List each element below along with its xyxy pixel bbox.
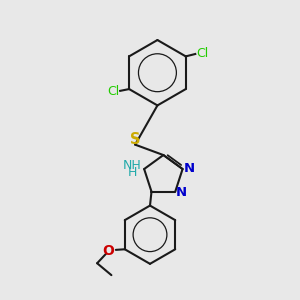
Text: H: H <box>128 166 137 179</box>
Text: N: N <box>176 186 188 199</box>
Text: N: N <box>184 162 195 175</box>
Text: O: O <box>103 244 114 258</box>
Text: NH: NH <box>123 159 142 172</box>
Text: S: S <box>130 132 140 147</box>
Text: Cl: Cl <box>196 47 208 60</box>
Text: Cl: Cl <box>107 85 119 98</box>
